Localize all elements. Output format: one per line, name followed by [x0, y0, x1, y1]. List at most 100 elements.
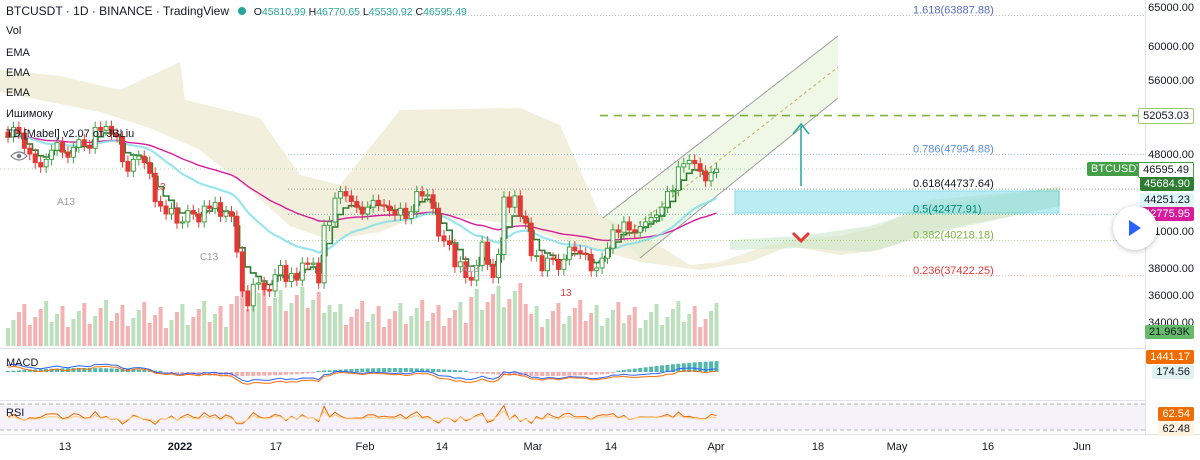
volume-bar	[643, 320, 648, 346]
volume-bar	[207, 322, 212, 346]
indicator-td[interactable]: TD [Mabel] v2.07 от JBLiu	[6, 128, 135, 140]
volume-bar	[529, 314, 534, 346]
rsi-tag-2: 62.48	[1158, 422, 1194, 436]
candle-body	[708, 171, 714, 182]
macd-histogram-bar	[294, 372, 299, 375]
time-axis-tick: 17	[270, 441, 282, 453]
volume-bar	[616, 302, 621, 346]
macd-histogram-bar	[267, 372, 272, 376]
macd-histogram-bar	[251, 372, 256, 376]
fib-label: 0.5(42477.91)	[913, 203, 982, 215]
rsi-pane-label[interactable]: RSI	[6, 407, 25, 419]
volume-bar	[665, 317, 670, 346]
candle-body	[496, 253, 501, 278]
volume-bar	[431, 313, 436, 346]
macd-histogram-bar	[349, 369, 354, 372]
macd-histogram-bar	[262, 372, 267, 376]
volume-bar	[365, 322, 370, 346]
time-axis-tick: Mar	[524, 441, 543, 453]
macd-histogram-bar	[158, 370, 163, 372]
volume-bar	[202, 301, 207, 346]
volume-bar	[267, 306, 272, 346]
indicator-ema-2[interactable]: EMA	[6, 67, 30, 79]
candle-body	[223, 211, 229, 217]
candle-body	[81, 139, 87, 146]
candle-body	[452, 244, 458, 268]
macd-histogram-bar	[414, 368, 419, 372]
candle-body	[594, 267, 600, 272]
candle-body	[599, 257, 605, 269]
volume-bar	[491, 294, 496, 346]
indicator-vol[interactable]: Vol	[6, 25, 22, 37]
macd-pane-divider	[0, 348, 1145, 349]
indicator-ema-1[interactable]: EMA	[6, 47, 30, 59]
volume-bar	[218, 306, 223, 346]
candle-body	[294, 272, 300, 281]
candle-body	[637, 225, 643, 233]
candle-body	[337, 191, 343, 199]
macd-histogram-bar	[245, 372, 250, 376]
indicator-ichimoku[interactable]: Ишимоку	[6, 108, 53, 120]
candle-body	[703, 170, 709, 182]
macd-histogram-bar	[327, 370, 332, 372]
volume-bar	[436, 305, 441, 346]
volume-bar	[572, 308, 577, 346]
volume-bar	[289, 303, 294, 346]
volume-bar	[180, 304, 185, 346]
macd-histogram-bar	[365, 368, 370, 372]
macd-histogram-bar	[496, 372, 501, 375]
rsi-band	[0, 404, 1145, 430]
volume-bar	[698, 327, 703, 346]
candle-body	[561, 258, 567, 270]
volume-bar	[545, 319, 550, 346]
price-tag-ema-3: 42775.95	[1140, 207, 1194, 221]
volume-bar	[147, 323, 152, 346]
macd-histogram-bar	[343, 369, 348, 372]
symbol-tag: BTCUSDT	[1087, 162, 1147, 176]
macd-tag-1: 1441.17	[1146, 350, 1194, 364]
legend-high-label: H	[308, 6, 317, 18]
candle-body	[387, 205, 392, 212]
volume-bar	[333, 312, 337, 346]
macd-histogram-bar	[681, 363, 686, 372]
volume-bar	[196, 309, 201, 346]
macd-histogram-bar	[71, 368, 76, 372]
replay-play-button[interactable]	[1113, 206, 1157, 250]
macd-histogram-bar	[687, 362, 692, 372]
candle-body	[109, 125, 115, 135]
volume-bar	[338, 304, 343, 346]
price-axis-tick: 56000.00	[1148, 75, 1194, 87]
candle-body	[201, 205, 207, 223]
macd-pane-label[interactable]: MACD	[6, 357, 39, 369]
macd-histogram-bar	[136, 369, 141, 372]
candle-body	[643, 221, 649, 227]
volume-bar	[305, 308, 310, 346]
candle-body	[190, 210, 196, 215]
volume-bar	[496, 286, 501, 346]
eye-icon[interactable]	[10, 150, 28, 162]
indicator-ema-3[interactable]: EMA	[6, 87, 30, 99]
legend-symbol[interactable]: BTCUSDT	[6, 4, 63, 18]
legend-source: TradingView	[162, 4, 230, 18]
volume-bar	[65, 327, 70, 346]
volume-bar	[311, 300, 316, 346]
rsi-ma-line	[7, 410, 717, 423]
macd-histogram-bar	[153, 370, 158, 372]
volume-bar	[294, 295, 299, 346]
volume-bar	[501, 307, 506, 346]
macd-histogram-bar	[164, 372, 169, 374]
price-axis-tick: 36000.00	[1148, 290, 1194, 302]
volume-bar	[458, 302, 463, 346]
macd-histogram-bar	[11, 370, 16, 372]
macd-histogram-bar	[545, 372, 550, 376]
macd-histogram-bar	[207, 372, 212, 376]
up-arrow-head	[792, 122, 810, 135]
legend-open: 45810.99	[261, 6, 306, 18]
volume-bar	[120, 305, 125, 346]
volume-bar	[158, 307, 163, 346]
candle-body	[141, 155, 147, 164]
candle-body	[664, 191, 670, 208]
candle-body	[234, 215, 240, 253]
candle-body	[528, 222, 534, 257]
volume-bar	[660, 325, 664, 346]
